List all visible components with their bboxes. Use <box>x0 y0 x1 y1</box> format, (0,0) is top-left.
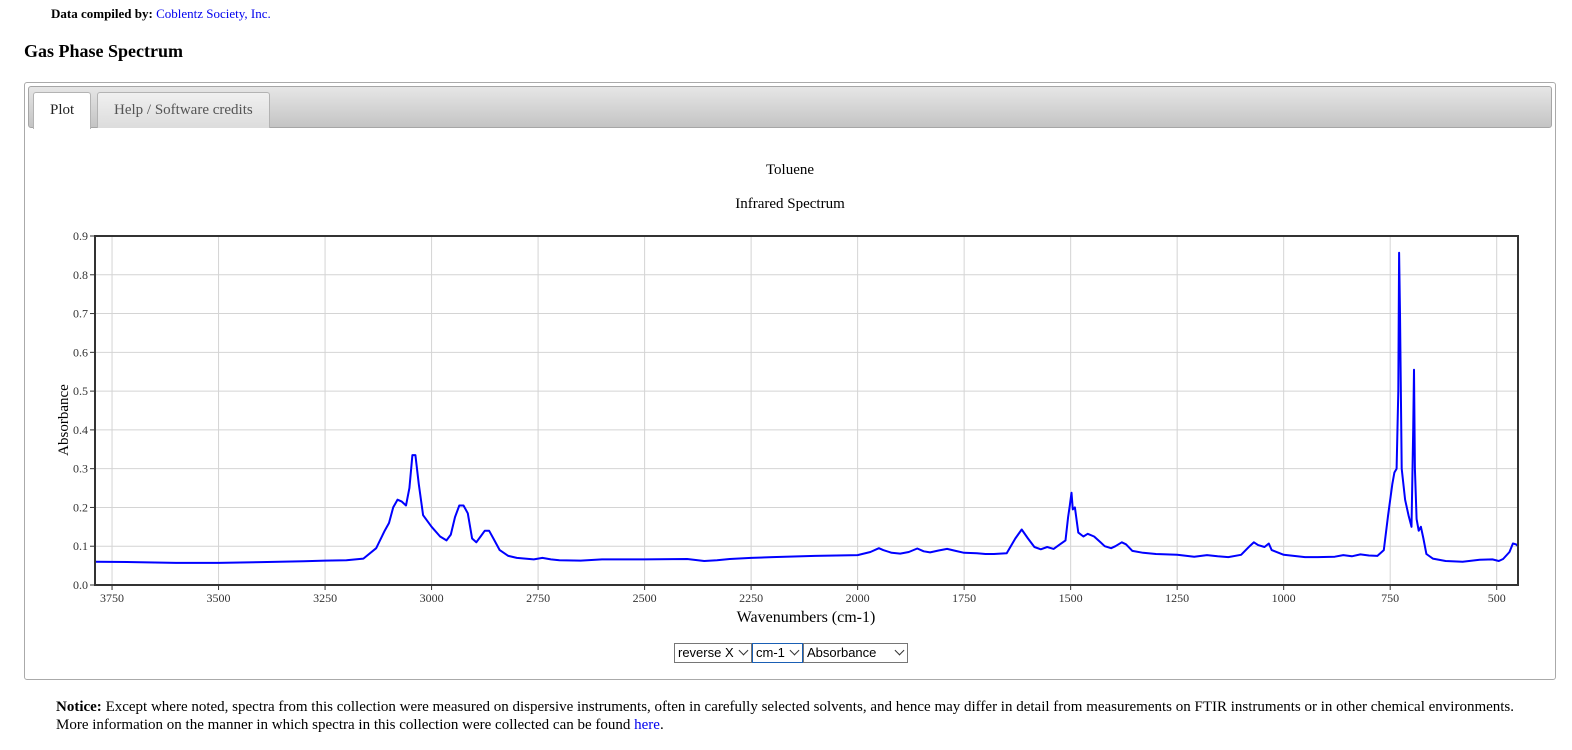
notice-paragraph: Notice: Except where noted, spectra from… <box>56 698 1526 734</box>
y-tick-label: 0.2 <box>73 500 88 514</box>
notice-here-link[interactable]: here <box>634 717 660 733</box>
x-tick-label: 3500 <box>207 591 231 605</box>
y-tick-label: 0.5 <box>73 384 88 398</box>
x-axis-label: Wavenumbers (cm-1) <box>737 609 876 626</box>
y-axis-label: Absorbance <box>56 384 72 456</box>
tab-bar: Plot Help / Software credits <box>28 86 1552 129</box>
x-tick-label: 1000 <box>1272 591 1296 605</box>
unit-select-value: cm-1 <box>756 645 785 660</box>
y-axis-ticks: 0.0 0.1 0.2 0.3 0.4 0.5 0.6 0.7 0.8 0.9 <box>73 229 95 592</box>
chevron-down-icon <box>894 645 905 656</box>
x-tick-label: 1250 <box>1165 591 1189 605</box>
chart-subtitle: Infrared Spectrum <box>735 196 845 212</box>
chevron-down-icon <box>789 645 800 656</box>
chart-title: Toluene <box>766 162 814 178</box>
y-tick-label: 0.8 <box>73 268 88 282</box>
coblentz-society-link[interactable]: Coblentz Society, Inc. <box>156 6 271 21</box>
x-tick-label: 2750 <box>526 591 550 605</box>
x-tick-label: 3250 <box>313 591 337 605</box>
chart-series <box>94 251 1519 564</box>
x-tick-label: 2500 <box>633 591 657 605</box>
x-tick-label: 2000 <box>846 591 870 605</box>
x-tick-label: 1500 <box>1059 591 1083 605</box>
reverse-x-select-value: reverse X <box>678 645 734 660</box>
y-tick-label: 0.0 <box>73 578 88 592</box>
notice-end: . <box>659 717 664 733</box>
x-tick-label: 500 <box>1488 591 1506 605</box>
y-tick-label: 0.7 <box>73 307 88 321</box>
x-tick-label: 3000 <box>420 591 444 605</box>
y-tick-label: 0.1 <box>73 539 88 553</box>
spectrum-chart: Toluene Infrared Spectrum 0.00.10.20.30.… <box>56 162 1519 626</box>
y-tick-label: 0.3 <box>73 462 88 476</box>
tab-help-software-credits[interactable]: Help / Software credits <box>97 92 270 128</box>
y-tick-label: 0.6 <box>73 345 88 359</box>
y-tick-label: 0.9 <box>73 229 88 243</box>
y-tick-label: 0.4 <box>73 423 88 437</box>
chevron-down-icon <box>738 645 749 656</box>
absorbance-select[interactable]: Absorbance <box>803 643 908 663</box>
x-tick-label: 3750 <box>100 591 124 605</box>
section-title: Gas Phase Spectrum <box>24 41 183 61</box>
credit-label: Data compiled by: <box>51 6 153 21</box>
spectrum-panel: Plot Help / Software credits <box>24 82 1556 680</box>
x-axis-ticks: 3750 3500 3250 3000 2750 2500 2250 2000 1750 1500… <box>100 585 1506 605</box>
tab-plot[interactable]: Plot <box>33 92 92 129</box>
unit-select[interactable]: cm-1 <box>752 643 803 663</box>
credit-line: Data compiled by: Coblentz Society, Inc. <box>51 6 271 22</box>
reverse-x-select[interactable]: reverse X <box>674 643 752 663</box>
plot-controls: reverse X cm-1 Absorbance <box>674 643 908 663</box>
notice-label: Notice: <box>56 699 102 715</box>
x-tick-label: 750 <box>1381 591 1399 605</box>
spectrum-line <box>94 251 1519 564</box>
x-tick-label: 1750 <box>952 591 976 605</box>
plot-frame <box>94 235 1519 586</box>
chart-grid <box>95 235 1518 586</box>
x-tick-label: 2250 <box>739 591 763 605</box>
notice-text: Except where noted, spectra from this co… <box>56 699 1515 733</box>
absorbance-select-value: Absorbance <box>807 645 877 660</box>
